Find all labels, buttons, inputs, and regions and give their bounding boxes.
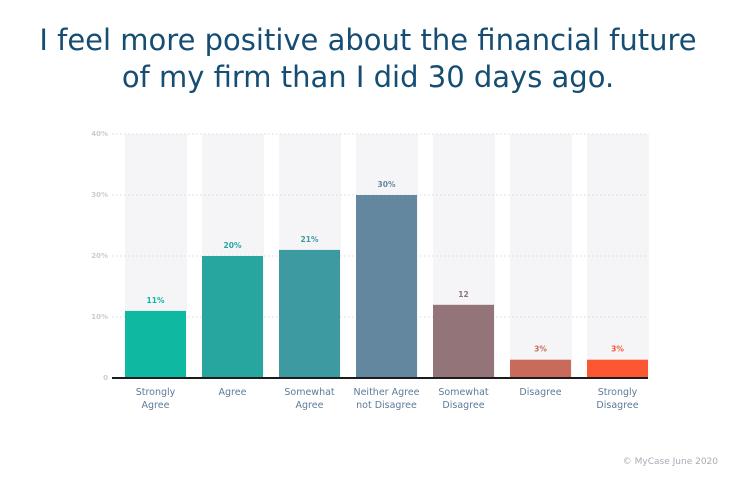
- x-tick-label-line: Disagree: [519, 387, 561, 398]
- x-tick-label: Somewhat Disagree: [438, 387, 489, 411]
- x-tick-label: Strongly Disagree: [596, 387, 638, 411]
- bar: [279, 249, 340, 378]
- x-tick-label: Strongly Agree: [136, 387, 176, 411]
- y-tick-label: 10%: [91, 313, 108, 321]
- y-tick-label: 30%: [91, 191, 108, 199]
- x-tick-label: Neither Agree not Disagree: [353, 387, 419, 411]
- chart-title: I feel more positive about the financial…: [0, 22, 736, 96]
- bar: [356, 195, 417, 378]
- bar: [510, 359, 571, 378]
- data-label: 21%: [301, 235, 319, 244]
- bar: [125, 310, 186, 378]
- x-tick-label: Somewhat Agree: [284, 387, 335, 411]
- x-tick-label-line: Agree: [219, 387, 247, 398]
- x-tick-label-line: Disagree: [442, 400, 484, 411]
- chart-title-line-1: I feel more positive about the financial…: [39, 23, 697, 57]
- copyright-footer: © MyCase June 2020: [622, 457, 718, 467]
- bar: [433, 304, 494, 378]
- data-label: 30%: [378, 180, 396, 189]
- x-tick-label-line: Somewhat: [438, 387, 489, 398]
- data-label: 11%: [147, 296, 165, 305]
- x-tick-label: Agree: [219, 387, 247, 398]
- x-tick-label-line: Somewhat: [284, 387, 335, 398]
- data-label: 3%: [534, 345, 547, 354]
- x-tick-label-line: Disagree: [596, 400, 638, 411]
- data-label: 12: [458, 290, 468, 299]
- x-tick-label-line: Strongly: [136, 387, 176, 398]
- data-label: 3%: [611, 345, 624, 354]
- x-tick-label-line: not Disagree: [356, 400, 417, 411]
- y-tick-label: 20%: [91, 252, 108, 260]
- x-tick-label-line: Neither Agree: [353, 387, 419, 398]
- bar: [587, 359, 648, 378]
- x-tick-label-line: Strongly: [598, 387, 638, 398]
- y-tick-label: 40%: [91, 130, 108, 138]
- x-tick-label-line: Agree: [296, 400, 324, 411]
- bar: [202, 256, 263, 378]
- x-tick-label-line: Agree: [142, 400, 170, 411]
- y-tick-label: 0: [103, 374, 108, 382]
- x-tick-label: Disagree: [519, 387, 561, 398]
- chart-title-line-2: of my firm than I did 30 days ago.: [121, 60, 615, 94]
- data-label: 20%: [224, 241, 242, 250]
